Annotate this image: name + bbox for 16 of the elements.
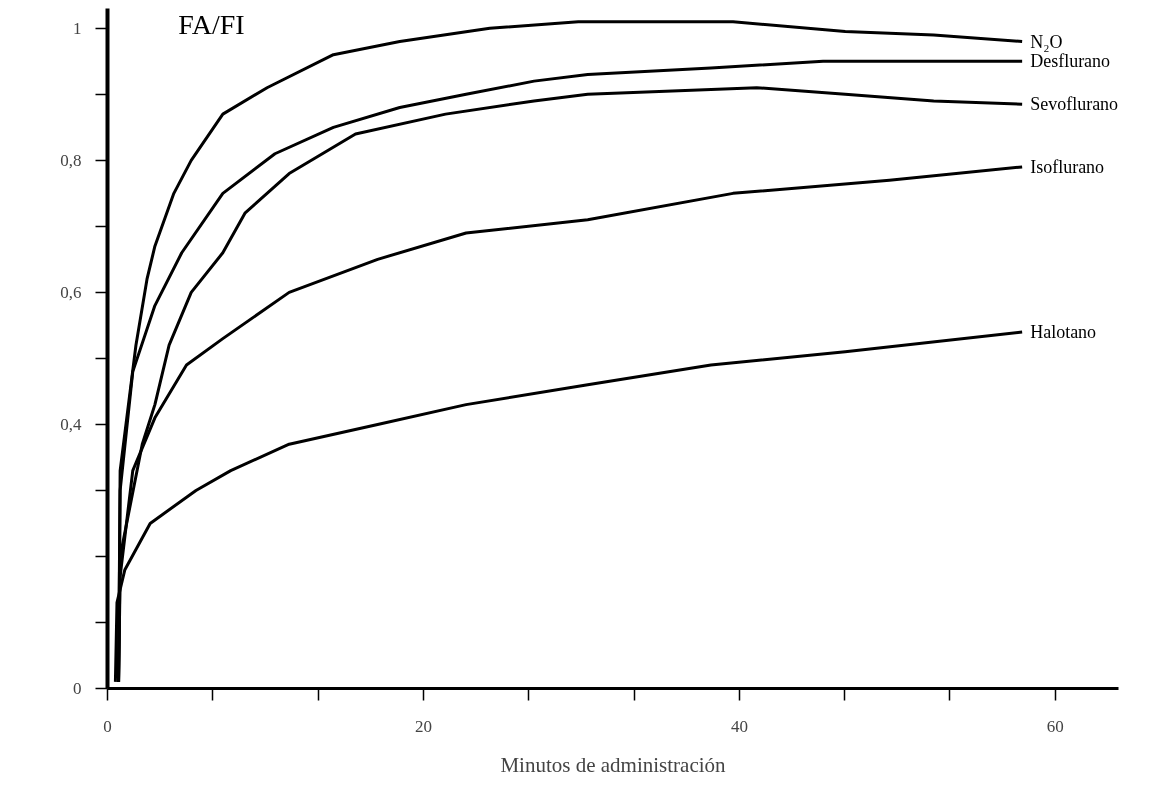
series-label: Isoflurano (1030, 156, 1105, 177)
y-tick-label: 0,4 (60, 414, 82, 434)
x-axis-title: Minutos de administración (500, 752, 727, 777)
series-label: N₂O (1030, 31, 1063, 52)
series-label: Sevoflurano (1030, 94, 1119, 115)
x-tick-label: 40 (730, 716, 748, 736)
x-tick-label: 20 (414, 716, 432, 736)
x-tick-label: 60 (1046, 716, 1064, 736)
y-axis-title: FA/FI (178, 8, 245, 40)
y-tick-label: 1 (73, 18, 82, 38)
series-label: Halotano (1030, 322, 1097, 342)
x-tick-label: 0 (103, 716, 112, 736)
series-label: Desflurano (1030, 51, 1111, 72)
y-tick-label: 0 (73, 679, 82, 698)
y-tick-label: 0,6 (60, 282, 82, 302)
y-tick-label: 0,8 (60, 150, 82, 170)
